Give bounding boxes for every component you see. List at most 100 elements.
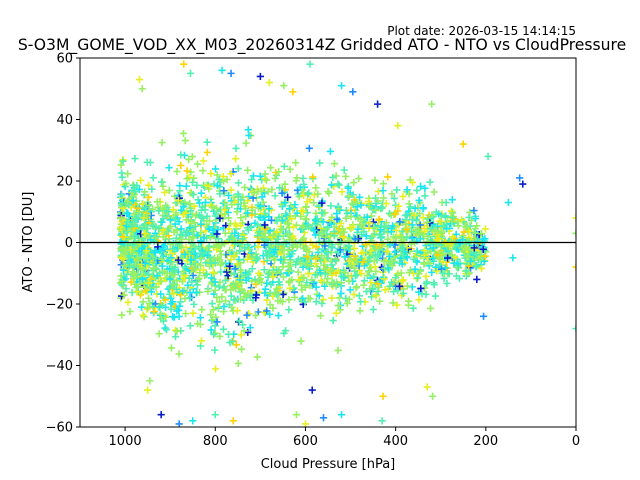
data-point: [336, 246, 344, 254]
data-point: [285, 306, 293, 314]
data-point: [433, 251, 442, 259]
data-point: [165, 208, 173, 216]
data-point: [256, 172, 264, 180]
data-point: [360, 281, 368, 289]
data-point: [144, 304, 152, 312]
data-point: [177, 243, 186, 251]
data-point: [191, 250, 199, 258]
data-point: [337, 82, 346, 90]
data-point: [471, 229, 479, 237]
data-point: [293, 174, 301, 182]
data-point: [319, 296, 327, 304]
data-point: [437, 229, 445, 237]
y-tick-label: 60: [56, 52, 73, 67]
data-point: [286, 204, 294, 213]
data-point: [432, 263, 440, 271]
data-point: [263, 279, 271, 287]
data-point: [462, 267, 471, 275]
data-point: [366, 234, 375, 242]
data-point: [158, 218, 166, 226]
data-point: [267, 216, 276, 224]
data-point: [390, 288, 398, 296]
data-point: [423, 383, 431, 391]
data-point: [473, 275, 481, 283]
data-point: [350, 178, 358, 187]
data-point: [410, 211, 418, 220]
data-point: [519, 180, 527, 188]
data-point: [236, 247, 244, 255]
data-point: [340, 228, 348, 237]
data-point: [166, 222, 175, 231]
data-point: [274, 240, 283, 248]
data-point: [329, 173, 337, 182]
data-point: [341, 253, 349, 261]
data-point: [211, 346, 219, 354]
data-point: [329, 316, 337, 325]
data-point: [388, 262, 396, 270]
data-point: [135, 247, 143, 255]
data-point: [281, 180, 289, 188]
data-point: [328, 261, 336, 269]
data-point: [232, 285, 240, 293]
data-point: [312, 243, 320, 251]
data-point: [309, 279, 317, 287]
data-point: [410, 255, 418, 263]
data-point: [148, 185, 156, 193]
data-point: [149, 174, 157, 182]
data-point: [395, 219, 403, 227]
data-point: [460, 228, 468, 236]
data-point: [205, 217, 214, 225]
data-point: [138, 85, 146, 93]
data-point: [317, 276, 325, 285]
data-point: [237, 266, 245, 274]
data-point: [277, 200, 286, 208]
data-point: [253, 253, 261, 261]
data-point: [242, 139, 250, 147]
data-point: [239, 321, 247, 329]
data-point: [197, 337, 206, 345]
data-point: [257, 278, 266, 286]
data-point: [204, 251, 212, 259]
data-point: [173, 167, 181, 176]
data-point: [572, 229, 576, 237]
data-point: [224, 330, 233, 338]
data-point: [207, 274, 215, 282]
data-point: [234, 192, 243, 200]
data-point: [297, 295, 305, 304]
x-axis-label: Cloud Pressure [hPa]: [261, 457, 396, 472]
data-point: [303, 278, 311, 287]
data-point: [175, 420, 183, 427]
data-point: [172, 285, 181, 293]
data-point: [179, 129, 188, 138]
data-point: [256, 214, 265, 222]
data-point: [158, 301, 167, 310]
data-point: [208, 203, 216, 211]
data-point: [148, 222, 157, 230]
data-point: [230, 193, 238, 201]
data-point: [273, 285, 281, 293]
data-point: [268, 186, 276, 194]
data-point: [394, 287, 402, 295]
data-point: [165, 164, 173, 172]
data-point: [572, 325, 576, 333]
data-point: [353, 271, 361, 279]
data-point: [171, 326, 180, 334]
data-point: [265, 205, 273, 213]
data-point: [198, 306, 206, 314]
data-point: [144, 294, 153, 302]
data-point: [289, 235, 298, 243]
data-point: [210, 180, 218, 188]
data-point: [184, 281, 192, 289]
data-point: [118, 173, 126, 181]
data-point: [213, 171, 221, 179]
data-point: [146, 158, 155, 167]
data-point: [473, 262, 481, 270]
data-point: [180, 60, 188, 68]
data-point: [332, 257, 340, 265]
data-point: [191, 264, 200, 273]
data-point: [239, 235, 247, 243]
x-axis-ticks: 1000 800 600 400 200 0: [109, 427, 580, 449]
data-point: [465, 213, 473, 222]
data-point: [306, 295, 314, 303]
